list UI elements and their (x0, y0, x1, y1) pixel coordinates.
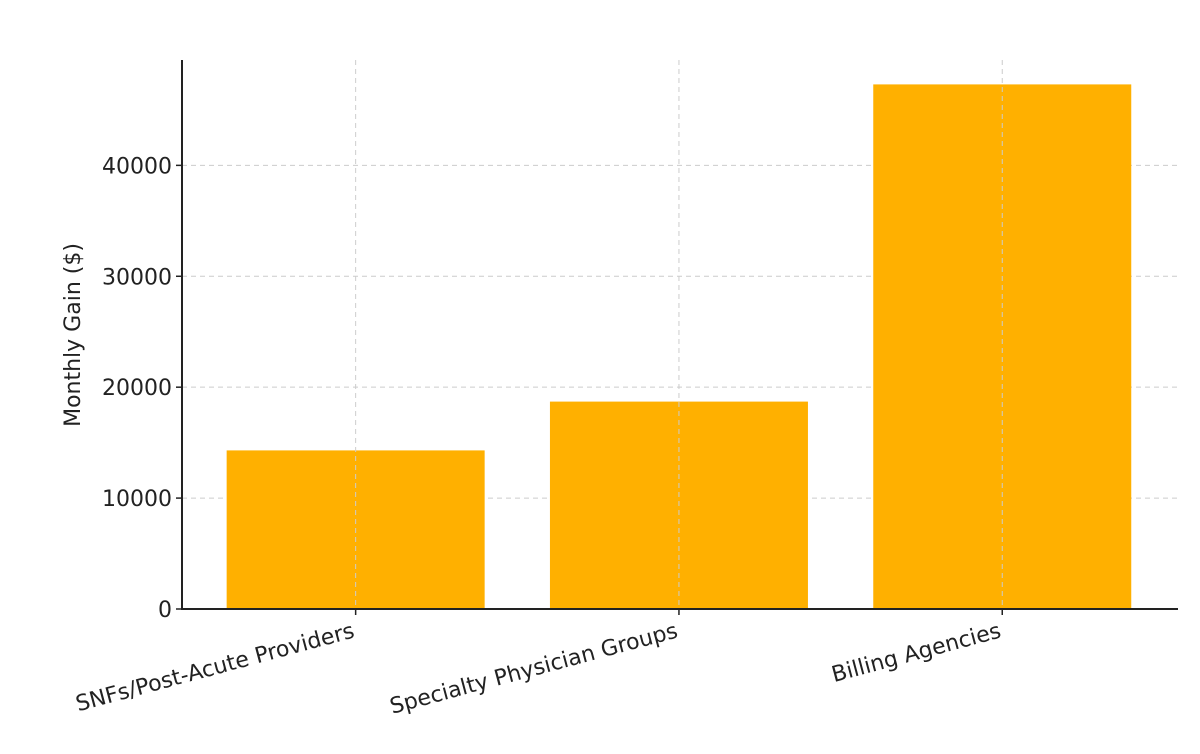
category-label: Specialty Physician Groups (387, 619, 680, 720)
category-label: SNFs/Post-Acute Providers (73, 619, 357, 718)
y-tick-label: 40000 (102, 154, 172, 179)
x-category-labels: SNFs/Post-Acute Providers Specialty Physi… (73, 619, 1004, 720)
y-tick-labels: 0 10000 20000 30000 40000 (102, 154, 172, 623)
axis-layer (181, 60, 1178, 610)
category-label: Billing Agencies (829, 619, 1004, 688)
bar-layer (226, 60, 1132, 609)
y-axis-title: Monthly Gain ($) (61, 243, 86, 427)
y-tick-label: 10000 (102, 487, 172, 512)
y-tick-label: 0 (158, 598, 172, 623)
y-tick-label: 30000 (102, 265, 172, 290)
y-tick-label: 20000 (102, 376, 172, 401)
